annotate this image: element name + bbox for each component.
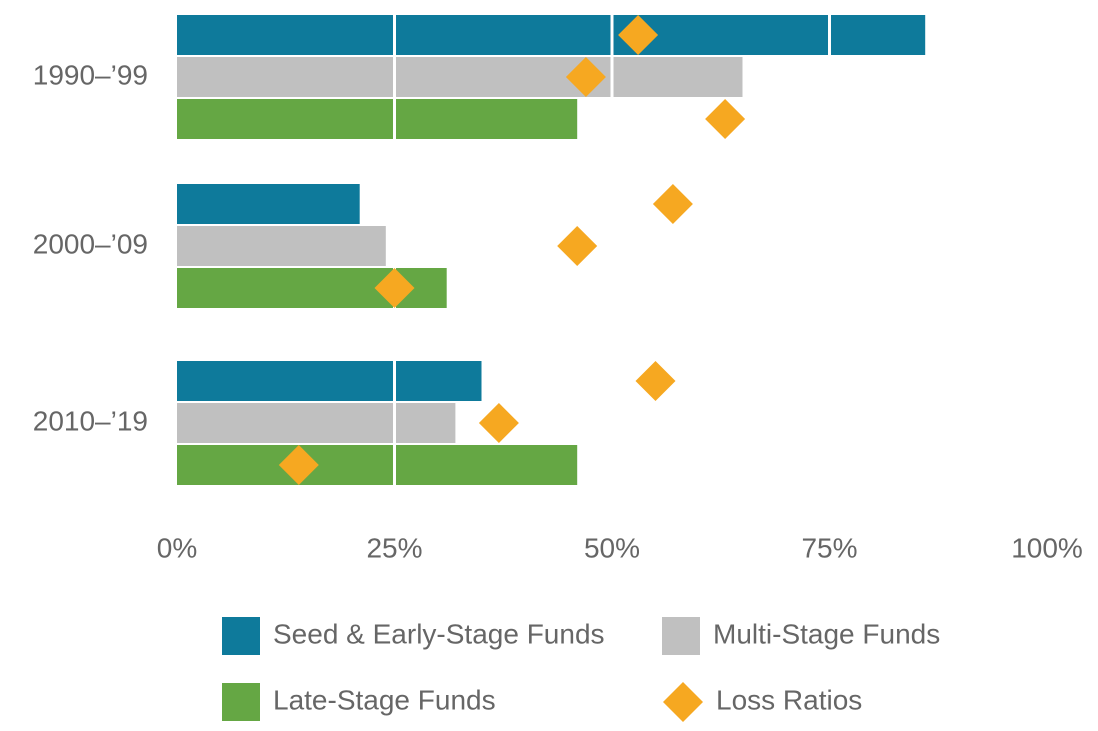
loss-ratio-marker bbox=[565, 57, 606, 97]
y-tick-label: 2000–’09 bbox=[33, 228, 148, 259]
legend-swatch bbox=[662, 617, 700, 655]
legend-label: Multi-Stage Funds bbox=[713, 618, 940, 649]
loss-ratio-marker bbox=[705, 99, 746, 139]
bar bbox=[177, 57, 743, 97]
loss-ratio-marker bbox=[478, 403, 519, 443]
y-tick-label: 1990–’99 bbox=[33, 59, 148, 90]
bar bbox=[177, 403, 456, 443]
x-tick-label: 25% bbox=[366, 532, 422, 563]
loss-ratio-marker bbox=[635, 361, 676, 401]
legend-swatch bbox=[222, 683, 260, 721]
loss-ratio-marker bbox=[618, 15, 659, 55]
legend-label: Late-Stage Funds bbox=[273, 684, 496, 715]
x-tick-label: 100% bbox=[1011, 532, 1083, 563]
bar bbox=[177, 15, 926, 55]
bar bbox=[177, 99, 578, 139]
y-tick-label: 2010–’19 bbox=[33, 405, 148, 436]
legend-swatch bbox=[222, 617, 260, 655]
bar bbox=[177, 226, 386, 266]
loss-ratio-marker bbox=[557, 226, 598, 266]
bar bbox=[177, 361, 482, 401]
bar bbox=[177, 445, 578, 485]
bar bbox=[177, 184, 360, 224]
legend-label: Seed & Early-Stage Funds bbox=[273, 618, 605, 649]
legend-swatch bbox=[663, 682, 703, 722]
loss-ratio-marker bbox=[652, 184, 693, 224]
x-tick-label: 0% bbox=[157, 532, 197, 563]
x-tick-label: 50% bbox=[584, 532, 640, 563]
x-tick-label: 75% bbox=[801, 532, 857, 563]
legend-label: Loss Ratios bbox=[716, 684, 862, 715]
loss-ratio-marker bbox=[278, 445, 319, 485]
loss-ratio-marker bbox=[374, 268, 415, 308]
